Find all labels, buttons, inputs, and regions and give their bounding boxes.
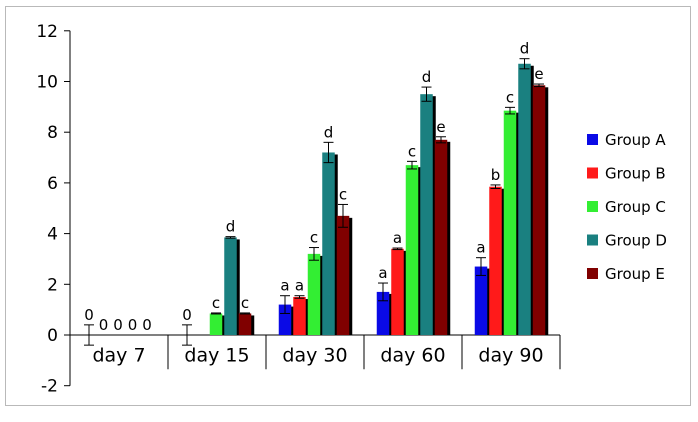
bar <box>224 237 237 335</box>
data-label: c <box>506 88 514 106</box>
data-label: 0 <box>182 306 192 324</box>
legend-label: Group B <box>605 165 666 183</box>
x-tick-label: day 15 <box>184 345 249 367</box>
legend-swatch <box>587 268 598 279</box>
bar <box>420 94 433 335</box>
data-label: 0 <box>99 316 109 334</box>
data-label: a <box>393 229 402 247</box>
bar <box>434 139 448 335</box>
data-label: b <box>491 166 501 184</box>
data-label: e <box>436 118 445 136</box>
y-tick-label: -2 <box>41 377 58 397</box>
y-tick-label: 2 <box>47 275 58 295</box>
y-tick-label: 10 <box>36 73 58 93</box>
bar <box>503 110 517 335</box>
x-tick-label: day 60 <box>380 345 445 367</box>
bar <box>474 266 488 335</box>
legend-swatch <box>587 201 598 212</box>
data-label: 0 <box>142 316 152 334</box>
bar <box>209 313 223 335</box>
data-label: d <box>226 218 236 236</box>
bar <box>278 304 292 335</box>
bar <box>532 85 546 336</box>
bar <box>391 248 404 335</box>
bar <box>238 313 252 335</box>
data-label: e <box>534 65 543 83</box>
bar <box>293 296 306 335</box>
data-label: a <box>378 264 387 282</box>
bar <box>489 186 502 335</box>
data-label: 0 <box>113 316 123 334</box>
bar <box>376 291 390 335</box>
bar <box>518 63 531 335</box>
data-label: a <box>476 239 485 257</box>
x-tick-label: day 90 <box>478 345 543 367</box>
legend-swatch <box>587 234 598 246</box>
x-tick-label: day 30 <box>282 345 347 367</box>
legend-label: Group A <box>605 131 666 149</box>
data-label: a <box>295 277 304 295</box>
data-label: c <box>310 229 318 247</box>
data-label: c <box>212 294 220 312</box>
legend-swatch <box>587 134 598 145</box>
data-label: d <box>520 40 530 58</box>
legend-label: Group C <box>605 198 666 216</box>
data-label: d <box>324 123 334 141</box>
y-tick-label: 4 <box>47 225 58 245</box>
y-tick-label: 0 <box>47 326 58 346</box>
bar <box>405 165 419 335</box>
data-label: c <box>408 142 416 160</box>
y-tick-label: 8 <box>47 123 58 143</box>
data-label: a <box>280 277 289 295</box>
data-label: c <box>339 185 347 203</box>
data-label: 0 <box>128 316 138 334</box>
bar <box>307 253 321 335</box>
legend-swatch <box>587 167 598 179</box>
y-tick-label: 6 <box>47 174 58 194</box>
data-label: d <box>422 68 432 86</box>
x-tick-label: day 7 <box>92 345 145 367</box>
bar <box>322 152 335 335</box>
bar <box>336 215 350 335</box>
y-tick-label: 12 <box>36 22 58 42</box>
chart-frame <box>5 6 691 406</box>
data-label: c <box>241 294 249 312</box>
legend-label: Group D <box>605 232 667 250</box>
data-label: 0 <box>84 306 94 324</box>
legend-label: Group E <box>605 265 665 283</box>
